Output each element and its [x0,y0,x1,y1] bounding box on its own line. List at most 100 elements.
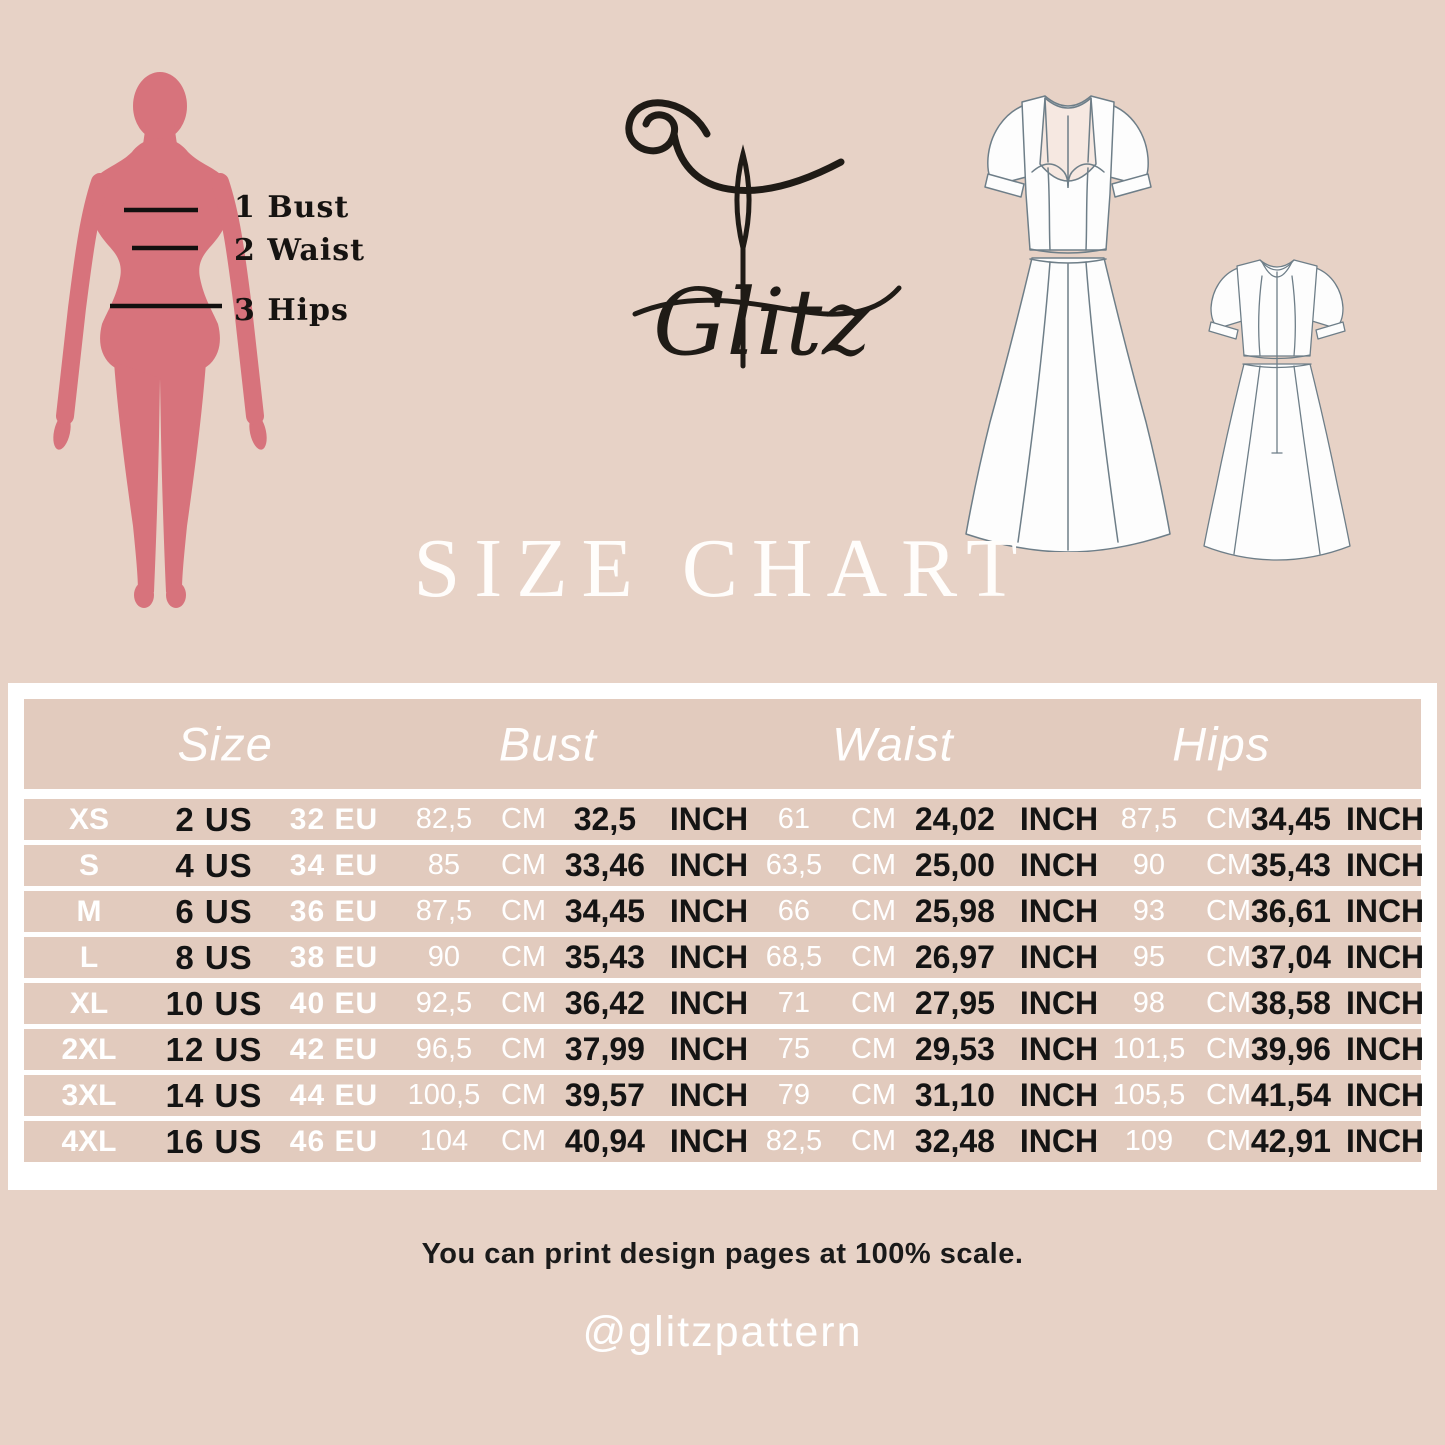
hips-inch-cell: 39,96 INCH [1251,1031,1425,1068]
column-header-bust: Bust [498,717,597,771]
hips-cm-value: 109 [1124,1125,1174,1157]
us-size-cell: 10 US [165,984,263,1022]
table-row: 4XL 16 US 46 EU 104 CM 40,94 INCH 82,5 C… [24,1121,1425,1162]
back-right-cuff [1315,321,1346,340]
size-label-cell: 3XL [61,1078,117,1112]
hips-inch-cell: 38,58 INCH [1250,985,1425,1022]
waist-inch-cell: 27,95 INCH [899,985,1104,1022]
waist-inch-cell: 26,97 INCH [899,939,1104,976]
logo-text: Glitz [653,269,871,376]
waist-cm-cell: 71 CM [749,987,899,1020]
back-skirt-seam-left [1233,365,1261,555]
silhouette-torso [89,138,231,380]
column-header-size: Size [177,717,273,771]
size-label-cell: XL [69,986,109,1020]
cm-unit-label: CM [1205,849,1252,881]
us-size-cell: 14 US [165,1076,263,1114]
waist-inch-value: 24,02 [914,801,995,837]
inch-unit-label: INCH [1019,985,1099,1021]
inch-unit-label: INCH [1345,985,1425,1021]
bust-inch-value: 36,42 [564,985,645,1021]
back-left-princess-seam [1258,275,1263,357]
waist-cm-cell: 61 CM [749,803,899,836]
size-label-cell: 4XL [61,1124,117,1158]
hips-cm-cell: 109 CM [1104,1125,1254,1158]
cm-unit-label: CM [500,849,547,881]
hips-cm-value: 105,5 [1112,1079,1186,1111]
inch-unit-label: INCH [669,801,749,837]
hips-inch-value: 37,04 [1250,939,1331,975]
inch-unit-label: INCH [1345,1123,1425,1159]
waist-cm-cell: 66 CM [749,895,899,928]
waist-inch-value: 27,95 [914,985,995,1021]
waist-cm-value: 61 [777,803,811,835]
inch-unit-label: INCH [1019,1031,1099,1067]
table-header-row: Size Bust Waist Hips [24,699,1421,789]
bust-cm-value: 92,5 [415,987,473,1019]
bust-inch-cell: 35,43 INCH [554,939,749,976]
table-row: 3XL 14 US 44 EU 100,5 CM 39,57 INCH 79 C… [24,1075,1424,1116]
hips-inch-value: 41,54 [1250,1077,1331,1113]
waist-inch-cell: 31,10 INCH [899,1077,1104,1114]
bust-cm-value: 87,5 [415,895,473,927]
hips-inch-cell: 37,04 INCH [1250,939,1424,976]
bust-inch-cell: 37,99 INCH [554,1031,749,1068]
bust-cm-value: 82,5 [415,803,473,835]
bust-inch-value: 33,46 [564,847,645,883]
front-right-cuff [1111,173,1152,198]
waist-cm-value: 63,5 [765,849,823,881]
bust-cm-cell: 92,5 CM [394,987,554,1020]
us-size-cell: 2 US [175,800,253,838]
hips-cm-cell: 93 CM [1104,895,1254,928]
bust-cm-value: 96,5 [415,1033,473,1065]
needle-eye-icon [734,144,752,249]
hips-inch-value: 38,58 [1250,985,1331,1021]
bust-cm-value: 85 [427,849,461,881]
hips-cm-value: 95 [1132,941,1166,973]
bust-inch-value: 37,99 [564,1031,645,1067]
eu-size-cell: 44 EU [289,1078,379,1112]
waist-cm-value: 75 [777,1033,811,1065]
body-silhouette [53,72,267,608]
waist-label: 2 Waist [234,233,365,268]
front-left-cuff [984,173,1025,198]
hips-inch-cell: 41,54 INCH [1250,1077,1424,1114]
cm-unit-label: CM [500,803,547,835]
dress-front-illustration [965,95,1171,552]
inch-unit-label: INCH [1345,847,1425,883]
bust-inch-value: 32,5 [573,801,637,837]
cm-unit-label: CM [850,803,897,835]
back-waist-seam-bottom [1242,363,1312,369]
waist-inch-value: 31,10 [914,1077,995,1113]
back-skirt-seam-right [1293,365,1321,555]
front-left-strap [1044,97,1049,163]
cm-unit-label: CM [850,1079,897,1111]
eu-size-cell: 42 EU [289,1032,379,1066]
size-label-cell: L [79,940,99,974]
us-size-cell: 6 US [175,892,253,930]
thread-sweep-icon [670,130,845,194]
size-chart-table: Size Bust Waist Hips XS 2 US 32 EU 82,5 … [8,683,1437,1190]
silhouette-right-leg [160,362,206,592]
print-note: You can print design pages at 100% scale… [421,1238,1024,1270]
eu-size-cell: 46 EU [289,1124,379,1158]
waist-cm-cell: 79 CM [749,1079,899,1112]
hips-inch-value: 42,91 [1250,1123,1331,1159]
hips-inch-cell: 42,91 INCH [1250,1123,1425,1160]
front-sweetheart-neckline [1031,163,1105,189]
size-label-cell: XS [68,802,110,836]
table-row: 2XL 12 US 42 EU 96,5 CM 37,99 INCH 75 CM… [24,1029,1425,1070]
eu-size-cell: 40 EU [289,986,379,1020]
hips-inch-cell: 36,61 INCH [1250,893,1424,930]
bust-inch-cell: 32,5 INCH [554,801,749,838]
size-label-cell: 2XL [61,1032,117,1066]
inch-unit-label: INCH [1345,1031,1425,1067]
waist-cm-cell: 68,5 CM [749,941,899,974]
back-waist-seam-top [1243,354,1311,360]
us-size-cell: 8 US [175,938,253,976]
hips-inch-value: 36,61 [1250,893,1331,929]
hips-cm-cell: 95 CM [1104,941,1254,974]
cm-unit-label: CM [1205,941,1252,973]
cm-unit-label: CM [500,895,547,927]
bust-inch-value: 34,45 [564,893,645,929]
